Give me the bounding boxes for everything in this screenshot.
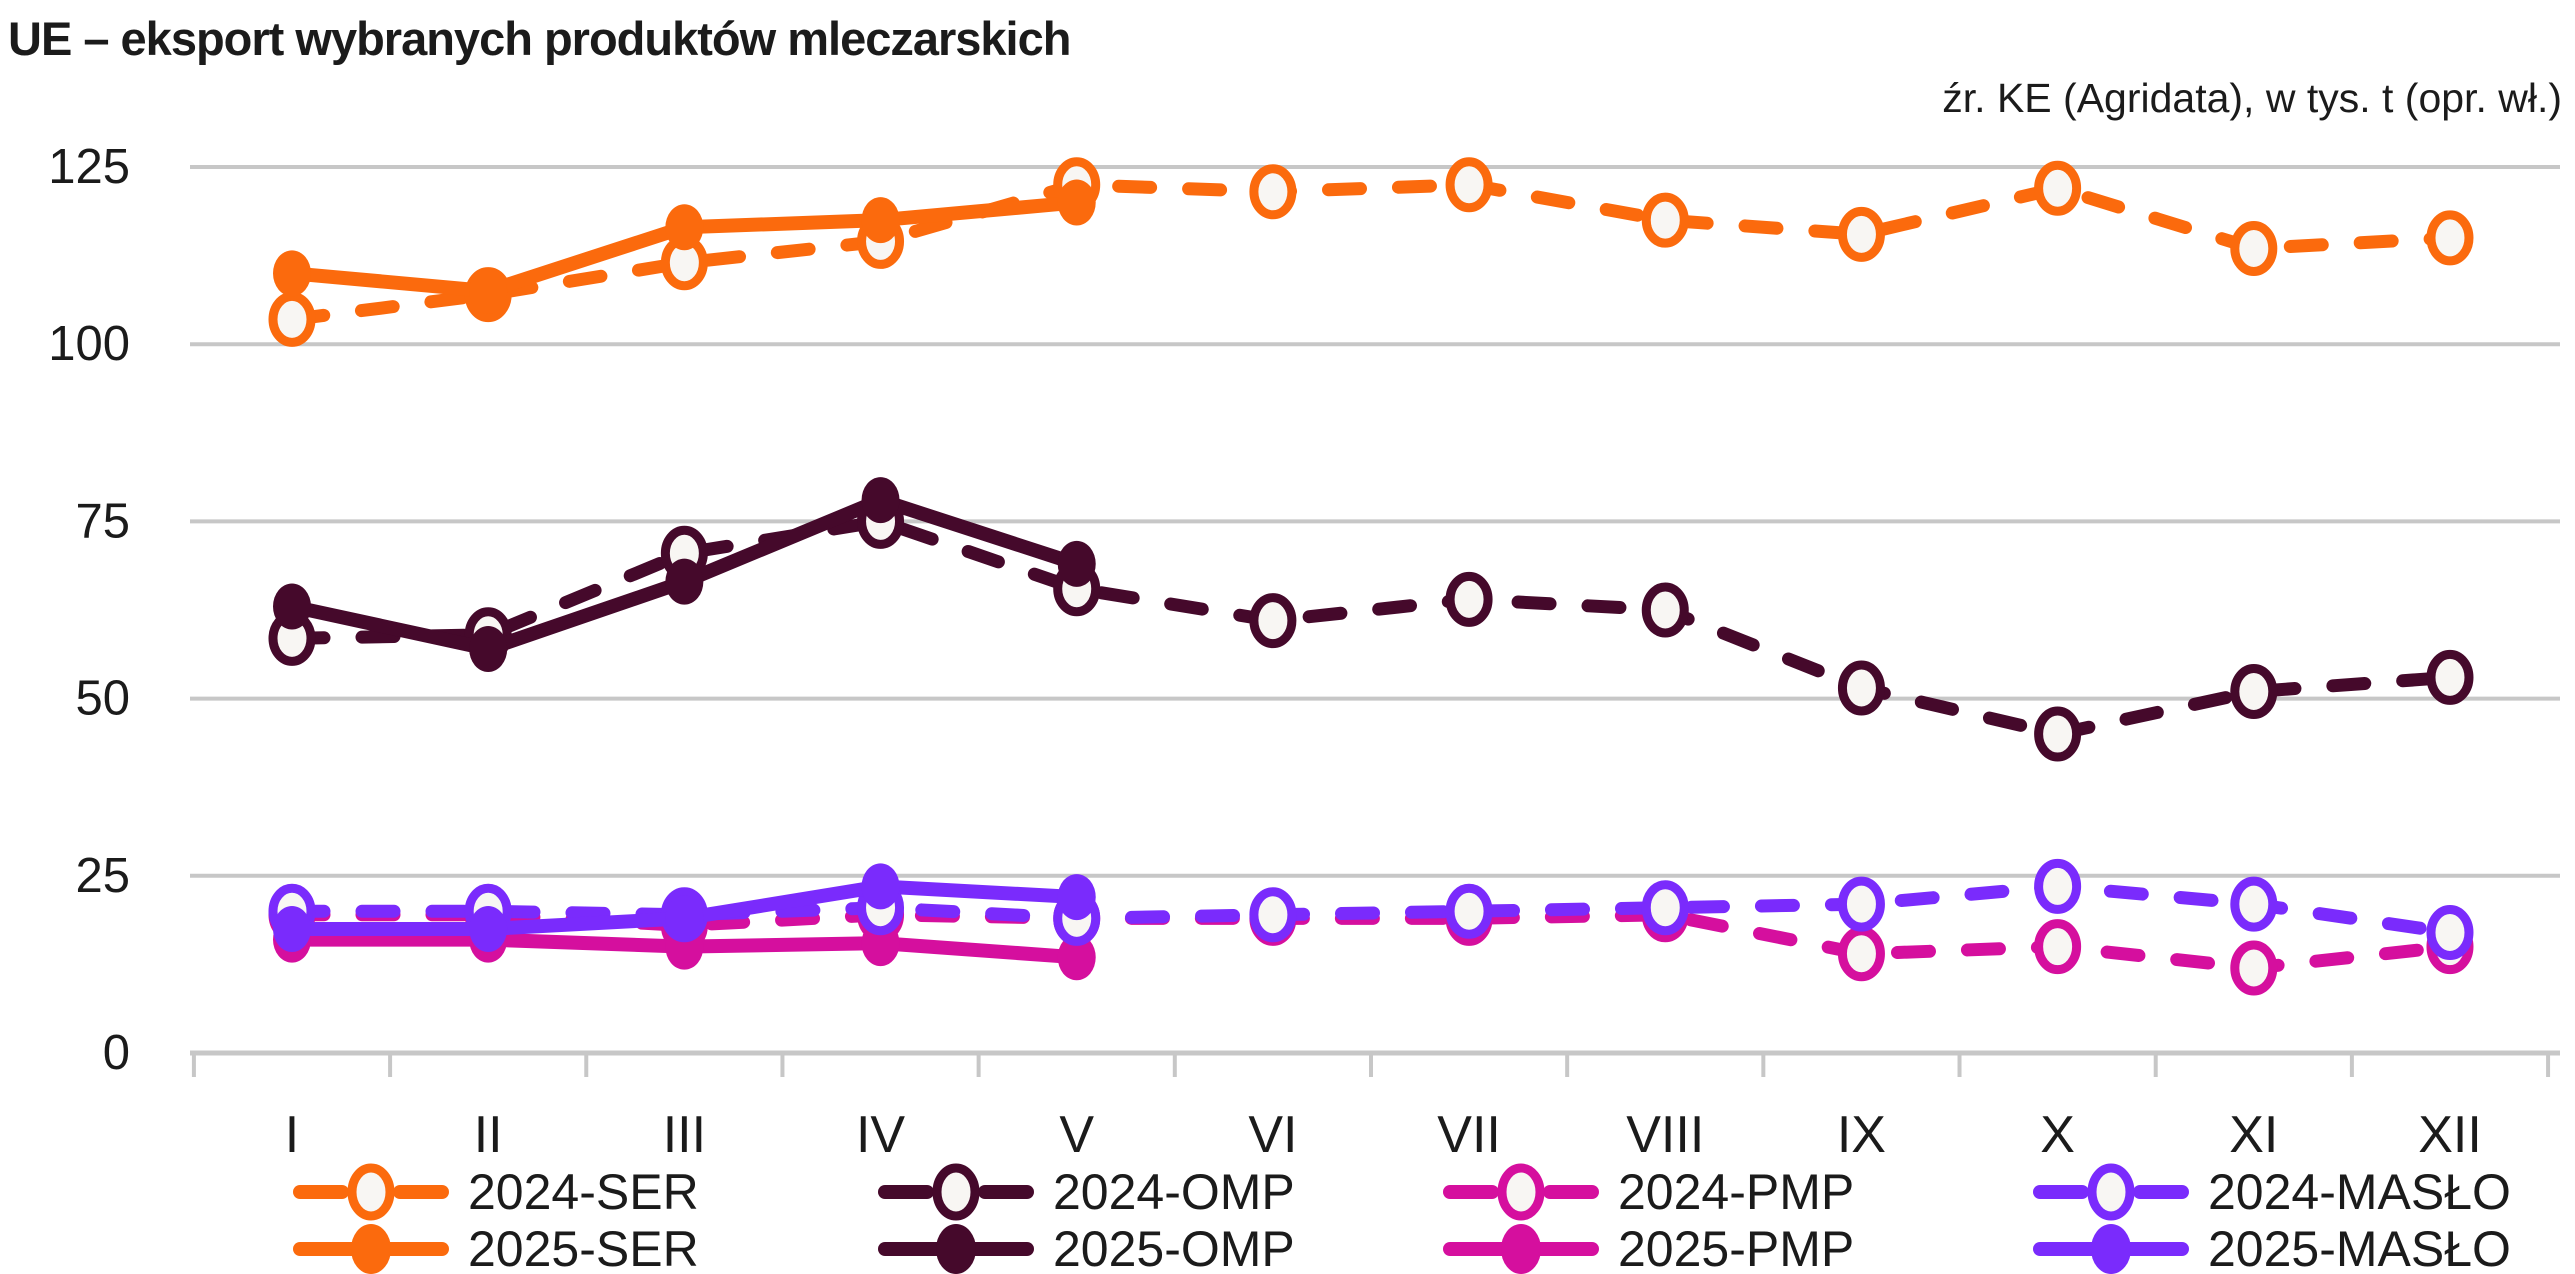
series-2024-OMP-line bbox=[285, 514, 2457, 741]
legend-marker-2024-SER bbox=[347, 1163, 395, 1221]
series-2024-SER-point-9 bbox=[2034, 160, 2082, 216]
series-2024-MASŁO-point-11 bbox=[2426, 905, 2474, 961]
series-2024-PMP-point-10 bbox=[2230, 940, 2278, 996]
series-layer bbox=[268, 157, 2474, 996]
chart-title: UE – eksport wybranych produktów mleczar… bbox=[8, 12, 1070, 65]
x-tick-label-XII: XII bbox=[2418, 1106, 2482, 1164]
legend-label-2024-MASŁO: 2024-MASŁO bbox=[2208, 1164, 2511, 1220]
y-tick-label-75: 75 bbox=[75, 494, 130, 548]
series-2025-MASŁO-point-0 bbox=[273, 905, 311, 952]
series-2025-SER-point-4 bbox=[1057, 179, 1096, 226]
series-2025-MASŁO-point-3 bbox=[861, 863, 900, 910]
series-2024-OMP-point-6 bbox=[1445, 571, 1493, 627]
axis-layer bbox=[190, 1050, 2560, 1077]
series-2025-PMP-point-4 bbox=[1057, 934, 1096, 981]
series-2025-OMP-point-1 bbox=[469, 625, 508, 672]
x-tick-label-II: II bbox=[474, 1106, 503, 1164]
legend-marker-2025-OMP bbox=[936, 1224, 976, 1274]
grid-layer bbox=[190, 165, 2560, 878]
x-tick-label-IX: IX bbox=[1837, 1106, 1886, 1164]
x-tick-label-X: X bbox=[2040, 1106, 2075, 1164]
series-2025-OMP-point-3 bbox=[861, 477, 900, 524]
legend-label-2024-SER: 2024-SER bbox=[468, 1164, 699, 1220]
x-tick-label-XI: XI bbox=[2229, 1106, 2278, 1164]
series-2024-SER-point-6 bbox=[1445, 157, 1493, 213]
legend-marker-2024-OMP bbox=[932, 1163, 980, 1221]
series-2024-OMP-point-10 bbox=[2230, 664, 2278, 720]
y-tick-label-0: 0 bbox=[103, 1026, 130, 1080]
series-2024-SER-point-0 bbox=[268, 291, 316, 347]
chart-source-note: źr. KE (Agridata), w tys. t (opr. wł.) bbox=[1942, 75, 2562, 121]
series-2024-OMP-point-7 bbox=[1641, 582, 1689, 638]
x-tick-label-III: III bbox=[663, 1106, 706, 1164]
legend-item-2024-OMP: 2024-OMP bbox=[878, 1163, 1295, 1221]
series-2025-OMP-point-0 bbox=[273, 583, 311, 630]
series-2024-MASŁO-point-5 bbox=[1249, 887, 1297, 943]
legend-label-2025-PMP: 2025-PMP bbox=[1618, 1221, 1854, 1274]
legend-item-2025-PMP: 2025-PMP bbox=[1443, 1221, 1854, 1274]
legend-label-2025-MASŁO: 2025-MASŁO bbox=[2208, 1221, 2511, 1274]
series-2025-SER bbox=[273, 179, 1096, 315]
series-2024-SER-line bbox=[285, 178, 2457, 326]
series-2025-OMP-point-2 bbox=[665, 558, 704, 605]
series-2024-MASŁO-point-7 bbox=[1641, 880, 1689, 936]
series-2025-MASŁO-point-4 bbox=[1057, 874, 1096, 921]
legend-marker-2025-MASŁO bbox=[2091, 1224, 2131, 1274]
y-tick-label-125: 125 bbox=[48, 140, 130, 194]
x-tick-label-VIII: VIII bbox=[1626, 1106, 1704, 1164]
series-2025-OMP-point-4 bbox=[1057, 540, 1096, 587]
series-2025-SER-point-2 bbox=[665, 204, 704, 251]
series-2024-SER-point-10 bbox=[2230, 221, 2278, 277]
y-tick-label-25: 25 bbox=[75, 849, 130, 903]
legend-marker-2025-SER bbox=[351, 1224, 391, 1274]
series-2024-OMP-point-8 bbox=[1837, 660, 1885, 716]
series-2025-MASŁO bbox=[273, 863, 1096, 952]
series-2024-PMP-point-9 bbox=[2034, 919, 2082, 975]
x-tick-label-IV: IV bbox=[856, 1106, 905, 1164]
legend-item-2025-SER: 2025-SER bbox=[293, 1221, 699, 1274]
legend-label-2024-PMP: 2024-PMP bbox=[1618, 1164, 1854, 1220]
series-2024-MASŁO-point-8 bbox=[1837, 876, 1885, 932]
series-2024-PMP-point-8 bbox=[1837, 926, 1885, 982]
legend-label-2025-OMP: 2025-OMP bbox=[1053, 1221, 1295, 1274]
series-2024-SER-point-8 bbox=[1837, 206, 1885, 262]
legend-marker-2024-MASŁO bbox=[2087, 1163, 2135, 1221]
legend-item-2024-SER: 2024-SER bbox=[293, 1163, 699, 1221]
series-2024-SER-point-7 bbox=[1641, 192, 1689, 248]
series-2025-SER-point-1 bbox=[469, 268, 508, 315]
x-tick-label-VII: VII bbox=[1437, 1106, 1501, 1164]
x-tick-label-I: I bbox=[285, 1106, 299, 1164]
legend-item-2024-MASŁO: 2024-MASŁO bbox=[2033, 1163, 2511, 1221]
legend-item-2024-PMP: 2024-PMP bbox=[1443, 1163, 1854, 1221]
series-2024-SER-point-11 bbox=[2426, 210, 2474, 266]
legend-marker-2024-PMP bbox=[1497, 1163, 1545, 1221]
y-tick-label-50: 50 bbox=[75, 672, 130, 726]
series-2025-SER-point-3 bbox=[861, 197, 900, 244]
series-2025-OMP bbox=[273, 477, 1096, 672]
legend-label-2024-OMP: 2024-OMP bbox=[1053, 1164, 1295, 1220]
series-2025-MASŁO-point-2 bbox=[665, 895, 704, 942]
x-tick-label-VI: VI bbox=[1248, 1106, 1297, 1164]
series-2024-OMP bbox=[268, 493, 2474, 762]
legend-marker-2025-PMP bbox=[1501, 1224, 1541, 1274]
y-tick-label-100: 100 bbox=[48, 317, 130, 371]
series-2024-OMP-point-5 bbox=[1249, 593, 1297, 649]
series-2024-MASŁO-point-6 bbox=[1445, 883, 1493, 939]
x-tick-label-V: V bbox=[1059, 1106, 1094, 1164]
legend-item-2025-MASŁO: 2025-MASŁO bbox=[2033, 1221, 2511, 1274]
series-2024-OMP-point-11 bbox=[2426, 649, 2474, 705]
series-2024-SER-point-5 bbox=[1249, 164, 1297, 220]
legend-item-2025-OMP: 2025-OMP bbox=[878, 1221, 1295, 1274]
series-2024-MASŁO-point-9 bbox=[2034, 858, 2082, 914]
legend-label-2025-SER: 2025-SER bbox=[468, 1221, 699, 1274]
series-2024-OMP-point-9 bbox=[2034, 706, 2082, 762]
series-2025-MASŁO-point-1 bbox=[469, 905, 508, 952]
series-2025-SER-point-0 bbox=[273, 250, 311, 297]
series-2024-MASŁO-point-10 bbox=[2230, 876, 2278, 932]
